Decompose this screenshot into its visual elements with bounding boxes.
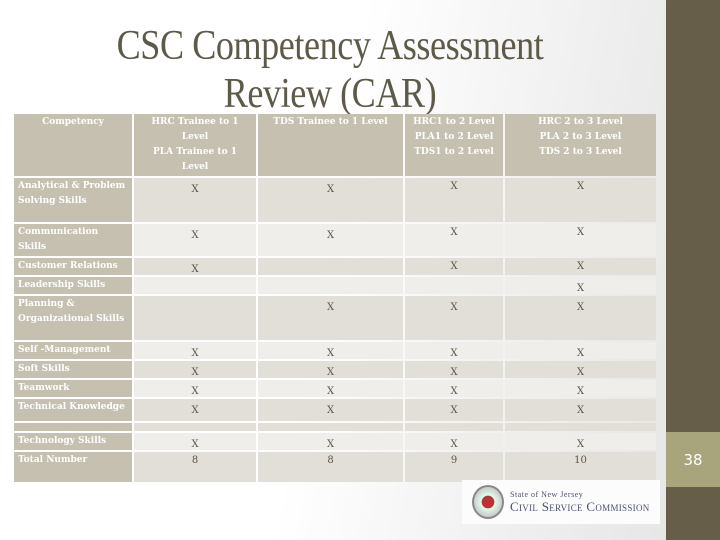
cell: X: [134, 178, 256, 222]
row-label: Self -Management: [14, 342, 132, 359]
table-row: Soft Skills X X X X: [14, 361, 656, 378]
table-row: Technology Skills X X X X: [14, 433, 656, 450]
cell: 10: [505, 452, 656, 482]
cell: X: [505, 178, 656, 222]
cell: X: [405, 342, 503, 359]
table-row: Analytical & Problem Solving Skills X X …: [14, 178, 656, 222]
row-label: Technology Skills: [14, 433, 132, 450]
cell: X: [505, 342, 656, 359]
cell: X: [505, 380, 656, 397]
cell: X: [258, 224, 403, 256]
header-1-to-2-level: HRC1 to 2 Level PLA1 to 2 Level TDS1 to …: [405, 114, 503, 176]
cell: X: [258, 380, 403, 397]
row-label: Analytical & Problem Solving Skills: [14, 178, 132, 222]
slide-title: CSC Competency Assessment Review (CAR): [72, 22, 588, 118]
table-header-row: Competency HRC Trainee to 1 Level PLA Tr…: [14, 114, 656, 176]
state-seal-icon: [472, 485, 504, 519]
cell: 8: [134, 452, 256, 482]
header-2-to-3-level: HRC 2 to 3 Level PLA 2 to 3 Level TDS 2 …: [505, 114, 656, 176]
cell: 8: [258, 452, 403, 482]
row-label: Total Number: [14, 452, 132, 482]
cell: 9: [405, 452, 503, 482]
row-label: Leadership Skills: [14, 277, 132, 294]
cell: [258, 277, 403, 294]
cell: X: [405, 380, 503, 397]
cell: [134, 277, 256, 294]
logo-line2: Civil Service Commission: [510, 498, 650, 514]
cell: X: [405, 433, 503, 450]
cell: X: [134, 380, 256, 397]
cell: X: [405, 178, 503, 222]
cell: X: [134, 399, 256, 421]
cell: X: [505, 224, 656, 256]
cell: X: [505, 361, 656, 378]
cell: [258, 258, 403, 275]
table-spacer-row: [14, 423, 656, 431]
row-label: Technical Knowledge: [14, 399, 132, 421]
cell: X: [505, 296, 656, 340]
row-label: Planning & Organizational Skills: [14, 296, 132, 340]
logo-line1: State of New Jersey: [510, 489, 584, 499]
cell: X: [405, 258, 503, 275]
cell: [134, 296, 256, 340]
row-label: Communication Skills: [14, 224, 132, 256]
slide-title-line1: CSC Competency Assessment: [116, 23, 544, 69]
row-label: Teamwork: [14, 380, 132, 397]
civil-service-commission-logo: State of New Jersey Civil Service Commis…: [462, 480, 660, 524]
header-competency: Competency: [14, 114, 132, 176]
cell: X: [134, 342, 256, 359]
cell: X: [405, 399, 503, 421]
header-trainee-to-1-tds: TDS Trainee to 1 Level: [258, 114, 403, 176]
cell: X: [258, 178, 403, 222]
cell: X: [134, 258, 256, 275]
table-row: Technical Knowledge X X X X: [14, 399, 656, 421]
cell: X: [405, 361, 503, 378]
table-row: Communication Skills X X X X: [14, 224, 656, 256]
cell: X: [258, 433, 403, 450]
row-label: Soft Skills: [14, 361, 132, 378]
row-label: Customer Relations: [14, 258, 132, 275]
header-trainee-to-1-hrc-pla: HRC Trainee to 1 Level PLA Trainee to 1 …: [134, 114, 256, 176]
cell: X: [258, 296, 403, 340]
cell: X: [405, 224, 503, 256]
table-row: Customer Relations X X X: [14, 258, 656, 275]
table-row: Planning & Organizational Skills X X X: [14, 296, 656, 340]
page-number: 38: [666, 432, 720, 487]
cell: X: [134, 361, 256, 378]
cell: X: [505, 433, 656, 450]
cell: [405, 277, 503, 294]
competency-table: Competency HRC Trainee to 1 Level PLA Tr…: [12, 112, 658, 484]
table-row: Leadership Skills X: [14, 277, 656, 294]
cell: X: [505, 258, 656, 275]
table-row: Self -Management X X X X: [14, 342, 656, 359]
slide-title-line2: Review (CAR): [223, 71, 437, 117]
cell: X: [258, 399, 403, 421]
cell: X: [505, 399, 656, 421]
cell: X: [505, 277, 656, 294]
cell: X: [405, 296, 503, 340]
cell: X: [258, 342, 403, 359]
table-row: Teamwork X X X X: [14, 380, 656, 397]
table-row-total: Total Number 8 8 9 10: [14, 452, 656, 482]
cell: X: [134, 433, 256, 450]
cell: X: [258, 361, 403, 378]
cell: X: [134, 224, 256, 256]
